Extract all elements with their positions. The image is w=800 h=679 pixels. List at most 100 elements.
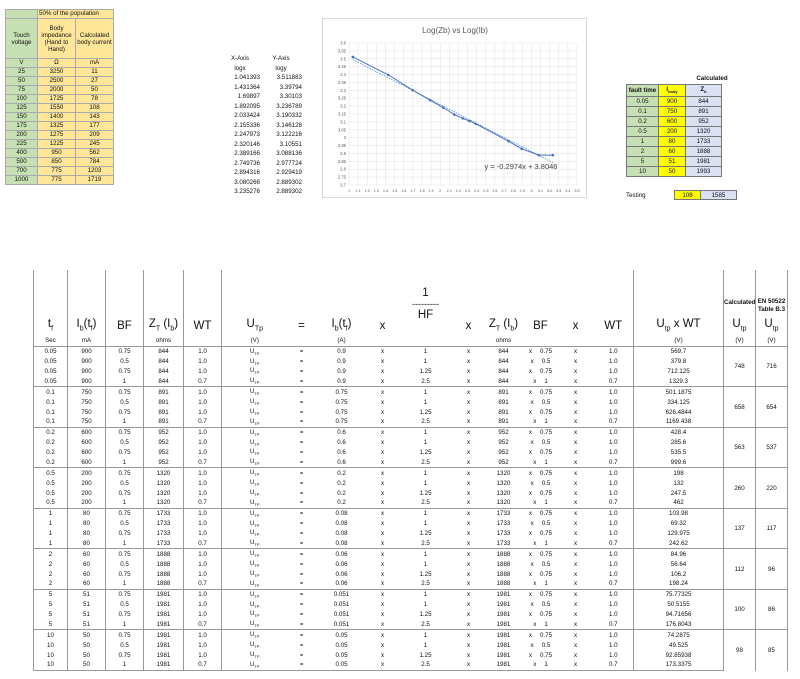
times-sign: x [573, 368, 578, 376]
wt-value: 1.0 [183, 599, 222, 610]
hf-value: 1.25 [419, 449, 432, 457]
wt-header: WT [183, 270, 222, 335]
utp-letter: U [249, 569, 255, 577]
bf-value: 0.75 [105, 609, 144, 620]
table-row: 10 50 0.5 1981 1.0 UTP = 0.05 x 1 x 1981 x 0.5 x 1.0 49.… [33, 640, 788, 651]
data-point [387, 73, 390, 77]
times-sign: x [466, 580, 471, 588]
utp-sub: TP [254, 370, 260, 376]
utp-label: UTP [221, 538, 288, 549]
unit-cell [558, 334, 594, 346]
utp-letter: U [249, 498, 255, 506]
wt-value: 1.0 [183, 528, 222, 539]
utp-sub: TP [254, 360, 260, 366]
equals-sign: = [299, 439, 304, 447]
fraction-denominator: HF [417, 309, 434, 322]
wt2-value: 1.0 [608, 449, 618, 457]
x-tick-label: 2.1 [447, 189, 452, 193]
wt-value: 0.7 [183, 538, 222, 549]
hf-value: 1 [423, 601, 428, 609]
unit-cell [288, 334, 316, 346]
bf-value: 0.5 [105, 356, 144, 367]
utp-sub: TP [254, 431, 260, 437]
zt-value: 1888 [143, 548, 184, 560]
x-tick-label: 3.3 [556, 189, 561, 193]
table-row: 0.05 900 0.75 844 1.0 UTP = 0.9 x 1 x 844 x 0.75 x 1.0 5… [33, 345, 788, 387]
table-cell: 2000 [37, 85, 76, 95]
equals-sign: = [287, 467, 316, 479]
times-sign: x [367, 386, 398, 398]
bf-value: 0.5 [105, 518, 144, 529]
logx-value: 2.155336 [234, 121, 260, 129]
logy-value: 2.977724 [276, 159, 302, 167]
utp-wt-value: 334.125 [633, 397, 724, 408]
table-row: 1 80 0.75 1733 1.0 UTP = 0.08 x 1.25 x 1733 x 0.75 x 1.… [33, 528, 788, 539]
equals-sign: = [299, 458, 304, 466]
utp-wt-value: 129.975 [633, 528, 724, 539]
times-sign: x [380, 458, 385, 466]
calculated-small-label: Calculated [724, 299, 756, 307]
bf2-number: 0.75 [540, 550, 553, 558]
wt2-value: 0.7 [608, 580, 618, 588]
utp-sub: TP [254, 482, 260, 488]
times-sign: x [380, 499, 385, 507]
equals-sign: = [299, 377, 304, 385]
wt-value: 1.0 [183, 559, 222, 570]
table-row: 5 51 1981 [626, 156, 722, 168]
table-row: 2 60 1 1888 0.7 UTP = 0.06 x 2.5 x 1888 x 1 x 0.7 198.24 [33, 578, 788, 590]
equals-sign: = [287, 386, 316, 398]
wt2-value: 0.7 [608, 377, 618, 385]
table-cell: 950 [37, 148, 76, 158]
zt2-value: 1733 [496, 530, 511, 538]
zt2-value: 1981 [483, 588, 524, 600]
times-sign: x [367, 588, 398, 600]
utp-sub: TP [254, 411, 260, 417]
utp-sub: TP [254, 492, 260, 498]
wt-value: 1.0 [183, 640, 222, 651]
bf2-value: x 0.75 [524, 367, 558, 377]
utp-sub: TP [254, 421, 260, 427]
bf-value: 0.5 [105, 559, 144, 570]
times-sign: x [367, 659, 398, 671]
current-a-value: 0.6 [337, 439, 346, 447]
t-value: 10 [33, 629, 68, 641]
utp-label: UTP [221, 507, 288, 519]
wt-value: 1.0 [183, 569, 222, 579]
times-sign: x [528, 631, 533, 639]
calc-utp-header: Calculated Utp [723, 270, 756, 335]
unit-cell [454, 334, 484, 346]
table-row: 5 51 0.75 1981 1.0 UTP = 0.051 x 1 x 1981 x 0.75 x 1.0 7… [33, 588, 788, 630]
ib2-tail-sub: f [345, 325, 348, 333]
utp-label: UTP [221, 437, 288, 448]
unit-cell: (A) [337, 336, 346, 344]
wt-value: 0.7 [183, 376, 222, 387]
ib-value: 50 [67, 650, 106, 660]
utpwt-letter: U [656, 318, 665, 331]
bf2-number: 0.5 [541, 398, 551, 406]
times-sign: x [466, 368, 471, 376]
bf2-value: x 0.75 [524, 569, 558, 579]
logy-header: logy [275, 64, 287, 72]
table-row: 5 51 0.5 1981 1.0 UTP = 0.051 x 1 x 1981 x 0.5 x 1.0 50.… [33, 599, 788, 610]
utp-letter: U [249, 631, 255, 639]
bf-value: 0.75 [105, 467, 144, 479]
utp-sub: TP [254, 502, 260, 508]
hf-value: 1 [423, 398, 428, 406]
bf2-value: x 0.75 [524, 650, 558, 660]
equals-sign: = [299, 539, 304, 547]
current-a-value: 0.06 [315, 548, 368, 560]
zb-letter: Z [700, 86, 705, 93]
table-cell: 209 [75, 130, 114, 140]
utp-letter: U [249, 428, 255, 436]
times-sign: x [466, 520, 471, 528]
t-value: 0.1 [33, 416, 68, 428]
calc-utp-value: 137 [723, 507, 756, 549]
table-cell: 25 [5, 67, 38, 77]
bf-value: 1 [105, 659, 144, 671]
hf-value: 1 [397, 588, 454, 600]
times-sign: x [528, 348, 533, 356]
utpwt-sub: tp [664, 325, 671, 333]
xy-row: 1.041393 3.511883 [220, 73, 302, 83]
times-sign: x [533, 377, 537, 385]
blank-cell [5, 9, 38, 19]
